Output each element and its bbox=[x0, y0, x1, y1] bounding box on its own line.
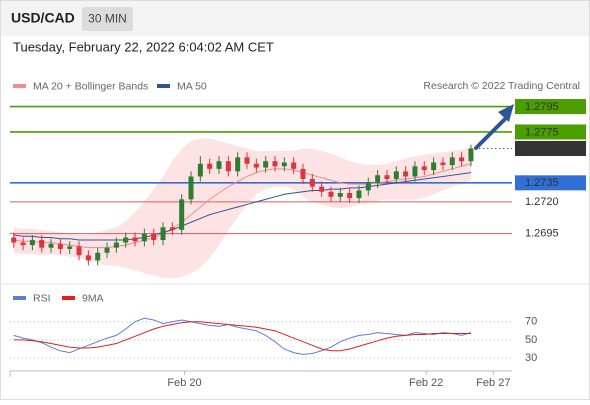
candle-body bbox=[113, 242, 119, 248]
legend-swatch bbox=[62, 296, 75, 300]
candle-body bbox=[319, 186, 325, 192]
candle-body bbox=[253, 163, 259, 168]
plot-layer: MA 20 + Bollinger Bands MA 50 1.2795 1.2775… bbox=[9, 80, 586, 389]
candle-body bbox=[403, 171, 409, 177]
moving-average bbox=[13, 163, 472, 249]
candle-body bbox=[412, 166, 418, 177]
level-label: 1.2695 bbox=[525, 228, 559, 240]
candle-body bbox=[393, 171, 399, 180]
candle-body bbox=[57, 243, 63, 249]
level-label: 1.2795 bbox=[525, 101, 559, 113]
candle-body bbox=[328, 191, 334, 197]
candle-body bbox=[431, 162, 437, 171]
candle-body bbox=[29, 240, 35, 246]
bollinger-band bbox=[13, 138, 471, 279]
x-tick-label: Feb 20 bbox=[167, 377, 201, 389]
level-label-box bbox=[515, 99, 586, 115]
symbol: USD/CAD bbox=[11, 10, 75, 26]
legend-swatch bbox=[13, 296, 26, 300]
interval: 30 MIN bbox=[88, 12, 127, 26]
candle-body bbox=[291, 162, 297, 169]
y-tick-label: 50 bbox=[525, 334, 537, 346]
legend-swatch bbox=[157, 84, 170, 88]
level-label: 1.2762 bbox=[525, 143, 559, 155]
candle-body bbox=[449, 157, 455, 166]
y-tick-label: 30 bbox=[525, 352, 537, 364]
timestamp: Tuesday, February 22, 2022 6:04:02 AM CE… bbox=[13, 39, 274, 54]
candle-body bbox=[225, 161, 231, 172]
level-label-box bbox=[515, 124, 586, 140]
candle-body bbox=[272, 161, 278, 167]
candle-body bbox=[151, 233, 157, 241]
candle-body bbox=[365, 182, 371, 191]
candle-body bbox=[421, 166, 427, 171]
level-label: 1.2720 bbox=[525, 196, 559, 208]
candle-body bbox=[375, 175, 381, 183]
candle-body bbox=[179, 199, 185, 230]
candle-body bbox=[104, 247, 110, 253]
level-label-box bbox=[515, 140, 586, 156]
candle-body bbox=[197, 163, 203, 177]
candle-body bbox=[141, 233, 147, 242]
level-label: 1.2735 bbox=[525, 177, 559, 189]
x-tick-label: Feb 22 bbox=[409, 377, 443, 389]
candle-body bbox=[11, 237, 17, 243]
candle-body bbox=[207, 163, 213, 169]
candle-body bbox=[169, 227, 175, 230]
candle-body bbox=[20, 242, 26, 246]
legend-label: RSI bbox=[33, 292, 51, 304]
x-tick-label: Feb 27 bbox=[476, 377, 510, 389]
candle-body bbox=[95, 252, 101, 261]
candle-body bbox=[48, 243, 54, 248]
candle-body bbox=[309, 179, 315, 187]
legend-label: MA 50 bbox=[177, 80, 207, 92]
candle-body bbox=[300, 168, 306, 180]
candle-body bbox=[216, 161, 222, 169]
candle-body bbox=[244, 157, 250, 164]
candle-body bbox=[67, 246, 73, 249]
candle-body bbox=[188, 176, 194, 200]
y-tick-label: 70 bbox=[525, 316, 537, 328]
candle-body bbox=[39, 240, 45, 248]
candle-body bbox=[132, 237, 138, 242]
candle-body bbox=[356, 190, 362, 199]
forecast-arrow bbox=[474, 115, 509, 150]
candle-body bbox=[263, 161, 269, 168]
candle-body bbox=[160, 227, 166, 241]
candle-body bbox=[85, 255, 91, 261]
candle-body bbox=[235, 157, 241, 172]
level-label-box bbox=[515, 175, 586, 191]
candle-body bbox=[281, 162, 287, 167]
forecast-arrowhead bbox=[498, 104, 514, 122]
legend-swatch bbox=[13, 84, 26, 88]
candle-body bbox=[123, 237, 129, 243]
candle-body bbox=[337, 192, 343, 197]
level-label: 1.2775 bbox=[525, 126, 559, 138]
moving-average bbox=[13, 172, 472, 241]
candle-body bbox=[384, 175, 390, 180]
candle-body bbox=[440, 162, 446, 166]
legend-label: 9MA bbox=[82, 292, 104, 304]
candle-body bbox=[468, 148, 474, 162]
interval-box bbox=[82, 7, 133, 31]
candle-body bbox=[76, 246, 82, 256]
indicator-line bbox=[13, 317, 472, 355]
legend-label: MA 20 + Bollinger Bands bbox=[33, 80, 148, 92]
candle-body bbox=[347, 192, 353, 199]
indicator-line bbox=[13, 321, 471, 352]
candle-body bbox=[459, 157, 465, 162]
source: Research © 2022 Trading Central bbox=[423, 80, 580, 92]
